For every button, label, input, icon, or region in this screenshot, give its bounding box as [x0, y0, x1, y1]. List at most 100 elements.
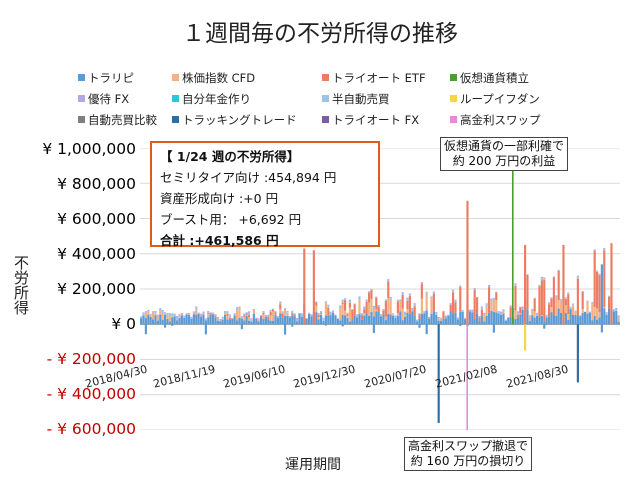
- bar-segment: [608, 308, 611, 325]
- bar-segment: [500, 314, 503, 325]
- bar-segment: [274, 311, 277, 313]
- bar-segment: [257, 321, 260, 325]
- info-semi-retire: セミリタイア向け :454,894 円: [160, 170, 337, 185]
- bar-segment: [413, 315, 416, 325]
- bar-segment: [183, 316, 186, 318]
- bar-segment: [557, 308, 560, 325]
- bar-segment: [495, 312, 498, 325]
- bar-segment: [488, 287, 491, 313]
- bar-segment: [240, 318, 243, 325]
- bar-segment: [356, 314, 359, 316]
- bar-segment: [420, 284, 423, 299]
- bar-segment: [238, 307, 241, 308]
- bar-segment: [272, 311, 275, 321]
- legend-swatch: [78, 74, 85, 81]
- bar-segment: [216, 320, 219, 325]
- bar-segment: [437, 318, 440, 321]
- bar-segment: [519, 314, 522, 325]
- bar-segment: [248, 315, 251, 318]
- bar-segment: [516, 311, 519, 313]
- legend-label: 自分年金作り: [182, 92, 251, 106]
- bar-segment: [423, 311, 426, 314]
- bar-segment: [252, 313, 255, 325]
- bar-segment: [473, 289, 476, 319]
- bar-segment: [317, 319, 320, 325]
- bar-segment: [468, 309, 471, 311]
- bar-segment: [207, 312, 210, 313]
- bar-segment: [168, 316, 171, 322]
- legend-item: トラリピ: [78, 70, 134, 86]
- bar-segment: [488, 284, 491, 287]
- bar-segment: [372, 307, 375, 310]
- bar-segment: [195, 307, 198, 310]
- bar-segment: [543, 321, 546, 325]
- bar-segment: [545, 315, 548, 318]
- bar-segment: [341, 300, 344, 303]
- bar-segment: [269, 310, 272, 312]
- bar-segment: [540, 278, 543, 281]
- bar-segment: [329, 311, 332, 313]
- bar-segment: [365, 313, 368, 325]
- bar-segment: [197, 312, 200, 314]
- bar-segment: [387, 281, 390, 298]
- bar-segment: [444, 318, 447, 325]
- bar-segment: [348, 321, 351, 325]
- bar-segment: [212, 314, 215, 325]
- bar-segment: [188, 314, 191, 325]
- bar-segment: [363, 313, 366, 316]
- bar-segment: [147, 310, 150, 312]
- bar-segment: [274, 312, 277, 315]
- bar-segment: [142, 315, 145, 325]
- bar-segment: [171, 317, 174, 325]
- bar-segment: [197, 313, 200, 325]
- bar-segment: [140, 316, 143, 317]
- bar-segment: [322, 320, 325, 325]
- bar-segment: [363, 315, 366, 325]
- bar-segment: [514, 284, 517, 286]
- bar-segment: [226, 315, 229, 320]
- bar-segment: [284, 309, 287, 311]
- bar-segment: [322, 318, 325, 321]
- bar-segment: [370, 289, 373, 291]
- bar-segment: [233, 315, 236, 325]
- bar-segment: [567, 294, 570, 315]
- bar-segment: [420, 298, 423, 314]
- bar-segment: [408, 313, 411, 325]
- bar-segment: [281, 311, 284, 313]
- bar-segment: [161, 309, 164, 312]
- bar-segment: [329, 315, 332, 325]
- bar-segment: [156, 315, 159, 317]
- bar-segment: [353, 304, 356, 316]
- bar-segment: [435, 314, 438, 325]
- bar-segment: [332, 312, 335, 325]
- bar-segment: [406, 309, 409, 313]
- bar-segment: [588, 312, 591, 325]
- bar-segment: [428, 318, 431, 325]
- bar-segment: [531, 308, 534, 310]
- bar-segment: [476, 297, 479, 314]
- bar-segment: [288, 317, 291, 318]
- bar-segment: [372, 305, 375, 308]
- bar-segment: [423, 313, 426, 325]
- bar-segment: [444, 316, 447, 319]
- bar-segment: [574, 315, 577, 325]
- bar-segment: [204, 318, 207, 321]
- bar-segment: [406, 312, 409, 325]
- bar-segment: [449, 304, 452, 312]
- bar-segment-negative: [543, 324, 546, 329]
- bar-segment: [320, 314, 323, 325]
- bar-segment: [574, 311, 577, 316]
- bar-segment: [483, 312, 486, 314]
- bar-segment: [214, 316, 217, 318]
- bar-segment: [255, 317, 258, 319]
- bar-segment: [207, 312, 210, 314]
- bar-segment: [260, 316, 263, 325]
- bar-segment: [368, 315, 371, 325]
- bar-segment: [171, 316, 174, 318]
- bar-segment: [296, 319, 299, 322]
- bar-segment: [603, 307, 606, 309]
- bar-segment: [190, 317, 193, 319]
- bar-segment: [171, 313, 174, 317]
- bar-segment: [437, 317, 440, 319]
- bar-segment: [420, 283, 423, 285]
